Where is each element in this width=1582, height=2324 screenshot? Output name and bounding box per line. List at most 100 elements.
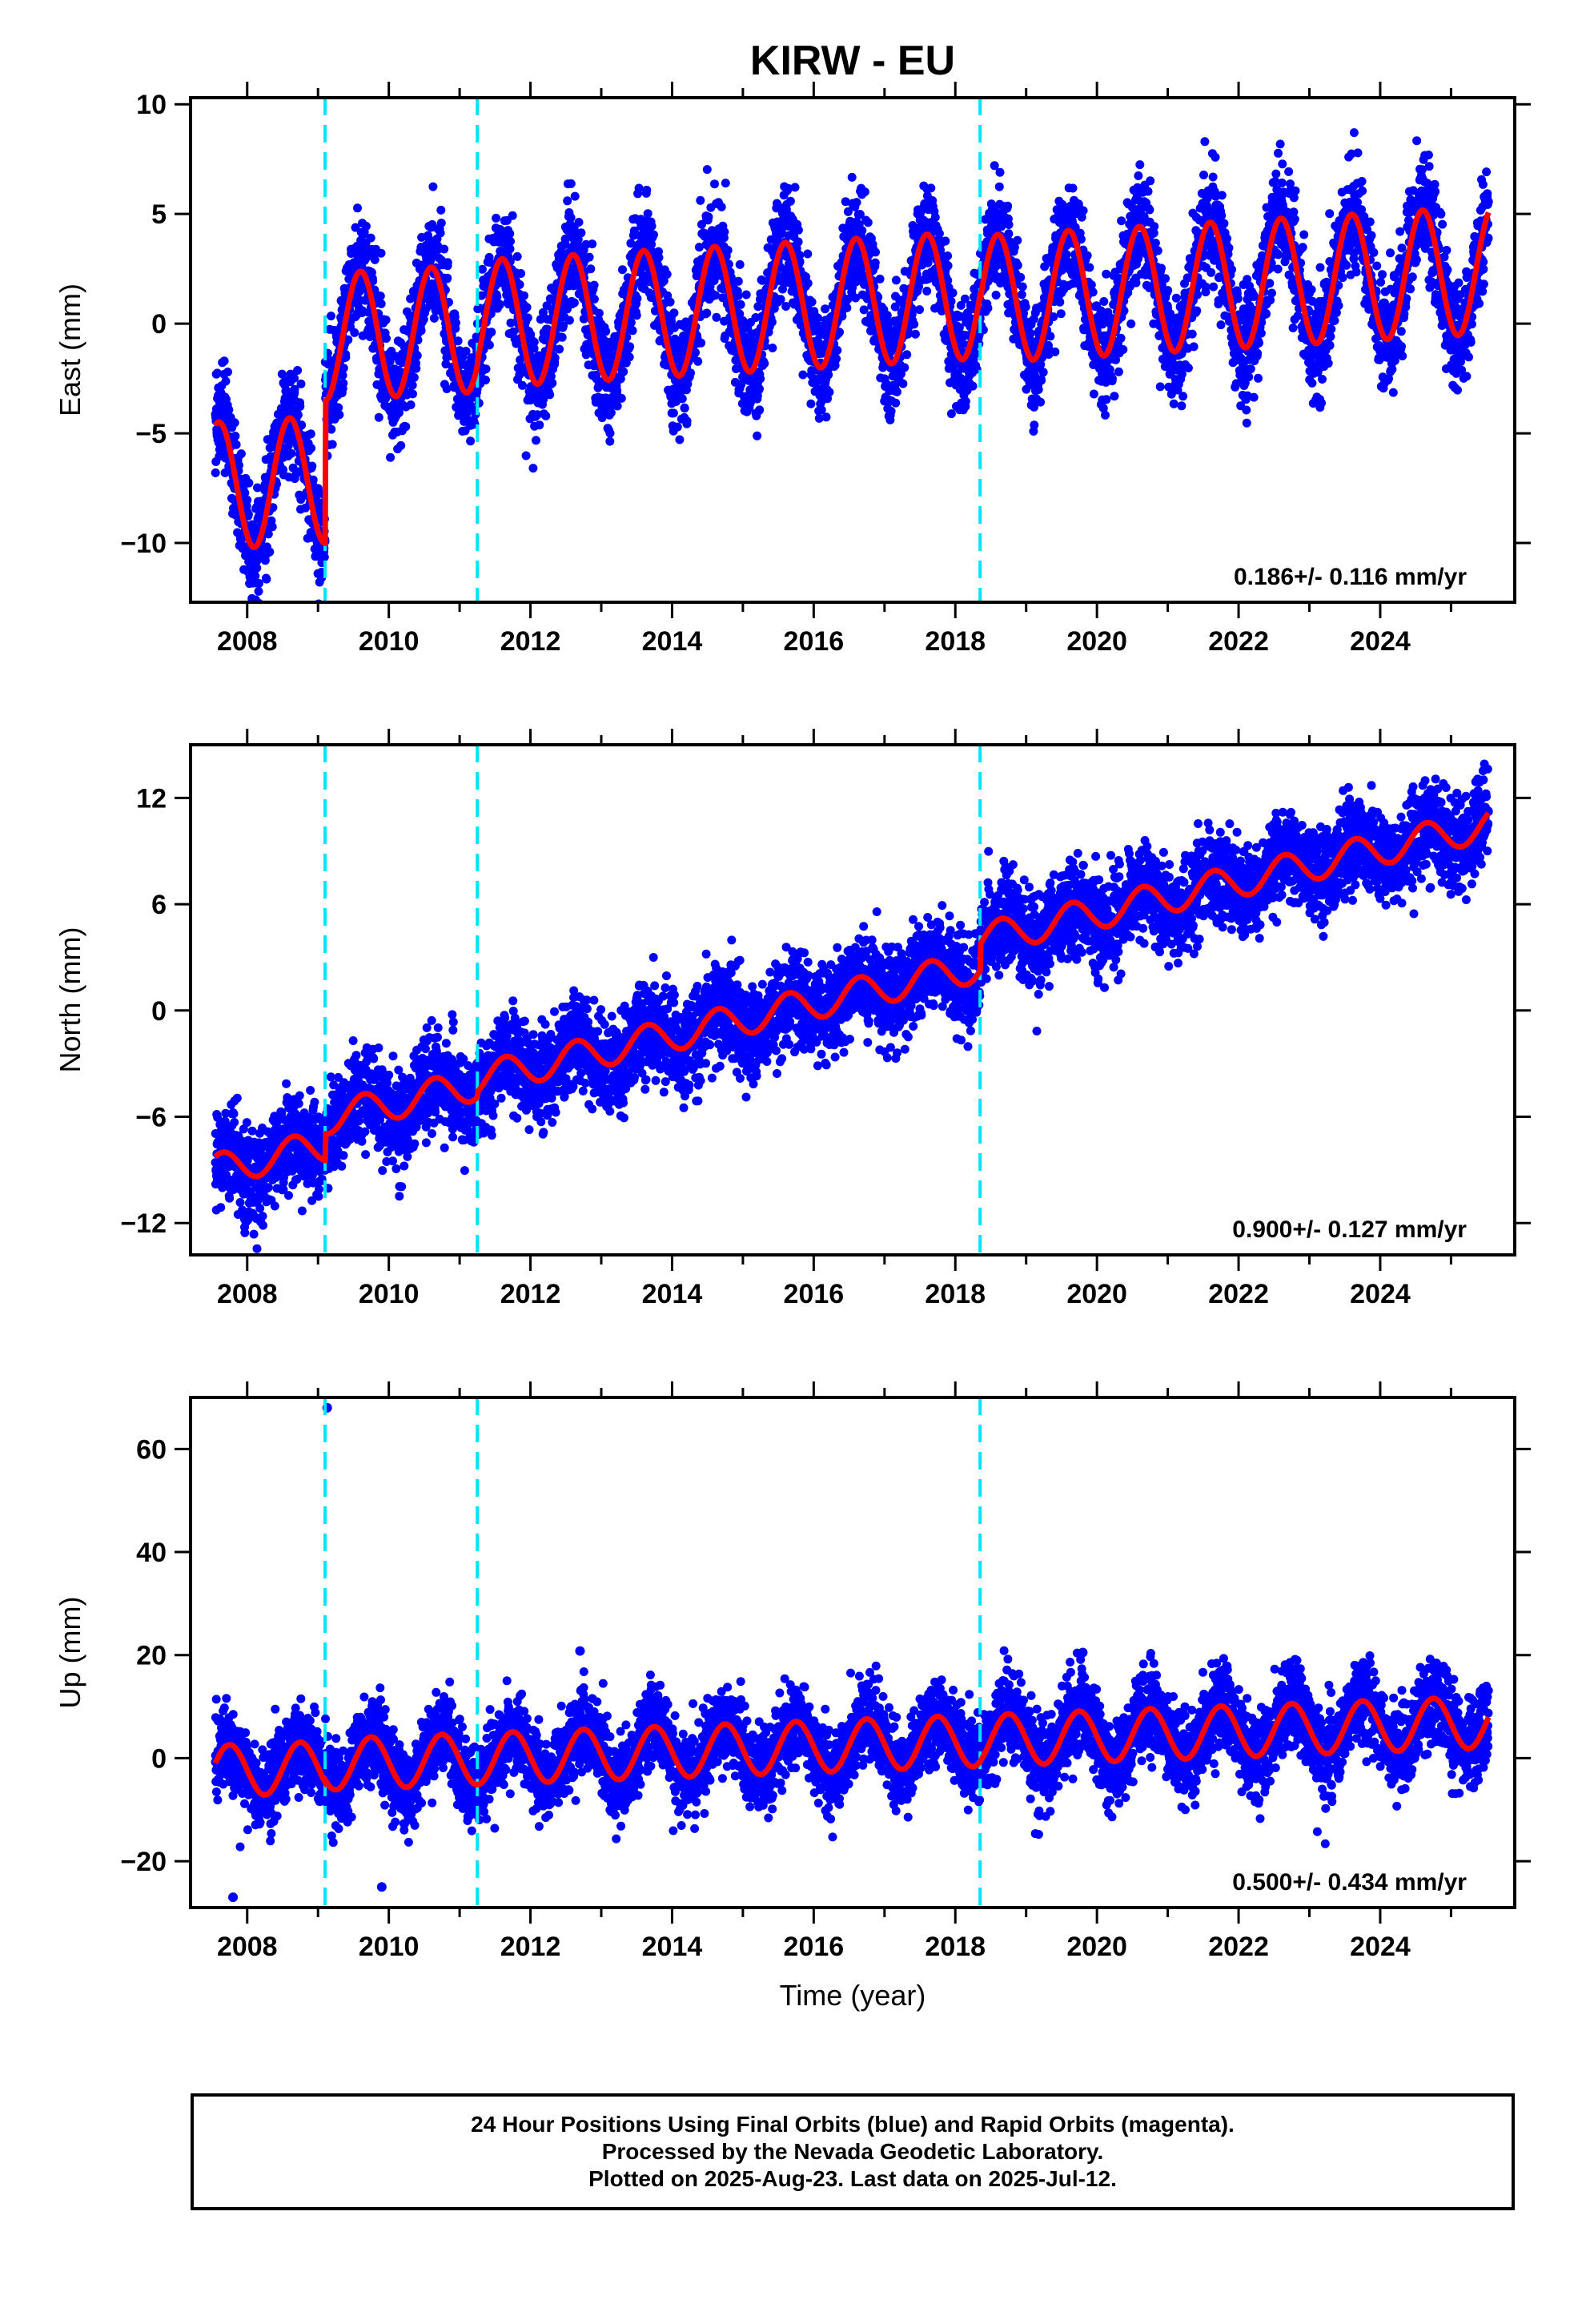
data-point <box>833 346 842 355</box>
data-point <box>327 440 337 449</box>
data-point <box>1004 220 1014 229</box>
data-point <box>662 270 672 279</box>
data-point <box>852 198 861 207</box>
data-point <box>736 300 745 309</box>
data-point <box>1101 410 1110 420</box>
data-point <box>548 378 557 388</box>
data-point <box>682 416 692 426</box>
data-point <box>632 294 642 304</box>
data-point <box>675 435 685 444</box>
data-point <box>970 349 980 359</box>
data-point <box>1062 250 1071 259</box>
data-point <box>680 404 689 413</box>
data-point <box>522 303 532 312</box>
data-point <box>948 288 958 298</box>
data-point <box>290 373 299 383</box>
data-point <box>557 332 567 342</box>
data-point <box>1036 397 1046 407</box>
data-point <box>506 318 516 328</box>
data-point <box>843 207 853 216</box>
data-point <box>793 225 803 235</box>
data-point <box>1134 171 1143 180</box>
data-point <box>795 251 805 260</box>
data-point <box>409 372 419 382</box>
data-point <box>813 336 822 345</box>
data-point <box>922 287 932 296</box>
data-point <box>1107 374 1117 384</box>
data-point <box>702 165 712 175</box>
data-point <box>881 379 891 388</box>
data-point <box>412 364 421 373</box>
data-point <box>1089 389 1098 399</box>
data-point <box>1013 260 1022 270</box>
data-point <box>265 547 275 557</box>
data-point <box>516 269 526 278</box>
data-point <box>824 370 833 380</box>
data-point <box>915 305 924 315</box>
data-point <box>350 328 359 337</box>
data-point <box>528 464 538 473</box>
data-point <box>1146 176 1155 186</box>
data-point <box>857 226 867 235</box>
data-point <box>376 299 386 308</box>
data-point <box>760 359 769 368</box>
data-point <box>1150 239 1160 247</box>
data-point <box>778 284 787 294</box>
data-point <box>529 344 539 353</box>
data-point <box>717 202 726 211</box>
data-point <box>628 326 637 336</box>
data-point <box>570 191 580 201</box>
data-point <box>334 403 343 412</box>
data-point <box>221 376 231 386</box>
data-point <box>702 308 712 318</box>
data-point <box>351 223 360 232</box>
data-point <box>235 460 243 470</box>
data-point <box>375 292 385 301</box>
data-point <box>244 478 254 488</box>
data-point <box>401 422 411 432</box>
data-point <box>588 239 597 249</box>
data-point <box>492 292 502 302</box>
data-point <box>1056 309 1066 319</box>
data-point <box>1135 160 1145 170</box>
data-point <box>647 239 656 249</box>
data-point <box>1143 187 1153 196</box>
data-point <box>1131 278 1141 287</box>
data-point <box>319 553 329 562</box>
data-point <box>307 461 317 471</box>
data-point <box>518 380 527 390</box>
data-point <box>353 203 362 213</box>
data-point <box>443 258 452 267</box>
data-point <box>564 316 574 325</box>
data-point <box>634 183 644 193</box>
data-point <box>781 302 791 311</box>
data-point <box>735 259 745 269</box>
data-point <box>941 236 950 246</box>
data-point <box>597 413 607 423</box>
data-point <box>308 475 318 485</box>
data-point <box>311 491 321 501</box>
data-point <box>793 237 803 247</box>
data-point <box>560 297 569 307</box>
data-point <box>495 300 504 310</box>
data-point <box>1003 201 1013 211</box>
data-point <box>737 324 746 333</box>
data-point <box>481 364 491 374</box>
data-point <box>523 313 532 323</box>
data-point <box>343 335 353 344</box>
data-point <box>594 308 604 318</box>
data-point <box>520 291 528 300</box>
data-point <box>785 196 795 206</box>
data-point <box>753 431 762 440</box>
data-point <box>723 246 733 255</box>
data-point <box>251 571 260 581</box>
data-point <box>842 303 852 312</box>
data-point <box>626 318 636 328</box>
data-point <box>442 384 452 393</box>
data-point <box>230 418 239 428</box>
data-point <box>624 352 634 362</box>
figure-title: KIRW - EU <box>750 38 955 84</box>
data-point <box>452 318 460 328</box>
data-point <box>1055 297 1065 307</box>
data-point <box>720 227 729 236</box>
